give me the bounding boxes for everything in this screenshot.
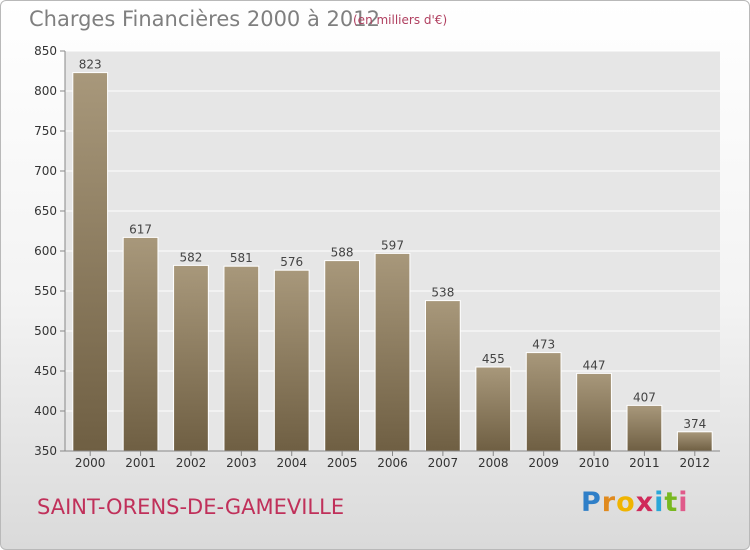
value-label-2006: 597 bbox=[381, 238, 404, 252]
value-label-2007: 538 bbox=[431, 286, 454, 300]
x-tick-label-2009: 2009 bbox=[528, 456, 559, 470]
bar-2000 bbox=[72, 72, 109, 452]
value-label-2001: 617 bbox=[129, 222, 152, 236]
x-tick-label-2002: 2002 bbox=[176, 456, 207, 470]
bar-2007 bbox=[425, 300, 461, 452]
brand-letter: o bbox=[616, 487, 636, 518]
y-axis: 350 400 450 500 550 600 650 700 750 800 850 bbox=[34, 44, 66, 458]
value-label-2011: 407 bbox=[633, 390, 656, 404]
brand-letter: i bbox=[678, 487, 689, 518]
bar-2012 bbox=[676, 431, 713, 452]
y-tick-label: 750 bbox=[34, 124, 57, 138]
x-tick-label-2008: 2008 bbox=[478, 456, 509, 470]
y-tick-label: 550 bbox=[34, 284, 57, 298]
value-label-2002: 582 bbox=[180, 250, 203, 264]
value-label-2009: 473 bbox=[532, 338, 555, 352]
y-tick-label: 650 bbox=[34, 204, 57, 218]
value-label-2010: 447 bbox=[583, 358, 606, 372]
brand-letter: t bbox=[664, 487, 679, 518]
bar-2003 bbox=[223, 265, 260, 452]
chart-title: Charges Financières 2000 à 2012 bbox=[29, 7, 380, 31]
y-tick-label: 450 bbox=[34, 364, 57, 378]
x-tick-label-2004: 2004 bbox=[276, 456, 307, 470]
y-tick-label: 350 bbox=[34, 444, 57, 458]
value-label-2004: 576 bbox=[280, 255, 303, 269]
y-tick-label: 800 bbox=[34, 84, 57, 98]
brand-logo: Proxiti bbox=[581, 487, 689, 518]
chart-unit: (en milliers d'€) bbox=[353, 13, 448, 27]
bar-2008 bbox=[475, 366, 512, 452]
bar-2009 bbox=[525, 352, 562, 452]
value-label-2008: 455 bbox=[482, 352, 505, 366]
brand-letter: x bbox=[635, 487, 655, 518]
y-tick-label: 600 bbox=[34, 244, 57, 258]
town-name: SAINT-ORENS-DE-GAMEVILLE bbox=[37, 495, 345, 519]
bar-2004 bbox=[273, 269, 310, 452]
bar-2011 bbox=[626, 404, 663, 452]
x-tick-label-2003: 2003 bbox=[226, 456, 257, 470]
x-tick-label-2010: 2010 bbox=[579, 456, 610, 470]
brand-letter: P bbox=[581, 487, 602, 518]
y-tick-label: 700 bbox=[34, 164, 57, 178]
value-label-2012: 374 bbox=[683, 417, 706, 431]
x-tick-label-2011: 2011 bbox=[629, 456, 660, 470]
y-tick-label: 500 bbox=[34, 324, 57, 338]
value-label-2005: 588 bbox=[331, 246, 354, 260]
y-tick-label: 850 bbox=[34, 44, 57, 58]
value-label-2003: 581 bbox=[230, 251, 253, 265]
bar-2010 bbox=[576, 372, 612, 452]
x-axis: 2000 2001 2002 2003 2004 2005 2006 2007 2008 2009… bbox=[65, 450, 720, 470]
x-tick-label-2006: 2006 bbox=[377, 456, 408, 470]
x-tick-label-2000: 2000 bbox=[75, 456, 106, 470]
brand-letter: i bbox=[654, 487, 665, 518]
y-tick-label: 400 bbox=[34, 404, 57, 418]
bar-2005 bbox=[324, 260, 360, 452]
x-tick-label-2005: 2005 bbox=[327, 456, 358, 470]
bar-2002 bbox=[173, 264, 209, 452]
value-label-2000: 823 bbox=[79, 58, 102, 72]
x-tick-label-2007: 2007 bbox=[428, 456, 459, 470]
bar-2006 bbox=[374, 252, 411, 452]
x-tick-label-2001: 2001 bbox=[125, 456, 156, 470]
x-tick-label-2012: 2012 bbox=[680, 456, 711, 470]
brand-letter: r bbox=[601, 487, 617, 518]
bar-2001 bbox=[122, 236, 159, 452]
